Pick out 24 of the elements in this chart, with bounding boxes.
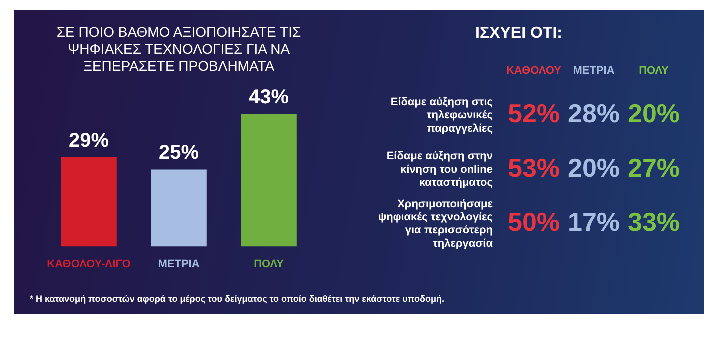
x-tick-label: ΜΕΤΡΙΑ <box>573 64 615 77</box>
x-tick-label: ΚΑΘΟΛΟΥ <box>506 64 562 77</box>
data-label: 28% <box>568 98 620 129</box>
data-label: 50% <box>508 207 560 238</box>
x-tick-label: ΠΟΛΥ <box>639 64 670 77</box>
y-tick-label: Χρησιμοποιήσαμε ψηφιακές τεχνολογίες για περισσότερη τηλεργασία <box>378 198 494 250</box>
data-label: 33% <box>628 207 680 238</box>
chart-title: ΙΣΧΥΕΙ ΟΤΙ: <box>476 25 562 42</box>
data-label: 29% <box>68 130 110 152</box>
y-tick-label: Είδαμε αύξηση στην κίνηση του online καταστήματος <box>386 150 494 190</box>
y-tick-label: Είδαμε αύξηση στις τηλεφωνικές παραγγελίες <box>390 96 494 135</box>
text: * Η κατανομή ποσοστών αφορά το μέρος του δείγματος το οποίο διαθέτει την εκάστοτε υποδομή. <box>30 294 444 304</box>
x-tick-label: ΜΕΤΡΙΑ <box>158 258 200 270</box>
x-tick-label: ΠΟΛΥ <box>254 258 285 270</box>
data-label: 53% <box>508 152 560 183</box>
data-label: 27% <box>628 152 680 183</box>
data-label: 43% <box>248 86 290 109</box>
data-label: 20% <box>628 98 680 129</box>
data-label: 17% <box>568 207 620 238</box>
data-label: 52% <box>508 98 560 129</box>
x-tick-label: ΚΑΘΟΛΟΥ-ΛΙΓΟ <box>47 258 132 270</box>
data-label: 20% <box>568 152 620 183</box>
chart-title: ΣΕ ΠΟΙΟ ΒΑΘΜΟ ΑΞΙΟΠΟΙΗΣΑΤΕ ΤΙΣ ΨΗΦΙΑΚΕΣ ΤΕΧΝΟΛΟΓΙΕΣ ΓΙΑ ΝΑ ΞΕΠΕΡΑΣΕΤΕ ΠΡΟΒΛΗΜΑΤΑ <box>56 24 302 74</box>
data-label: 25% <box>158 142 200 164</box>
